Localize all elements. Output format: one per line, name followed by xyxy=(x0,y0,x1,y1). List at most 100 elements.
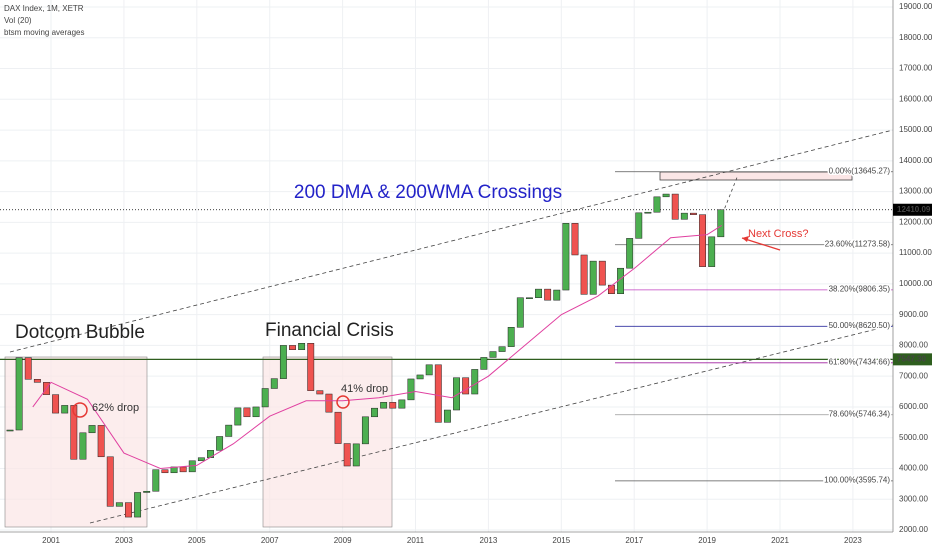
drop-circle xyxy=(72,402,88,418)
drop-circle xyxy=(336,395,350,409)
annotation: 41% drop xyxy=(341,383,388,395)
candle xyxy=(343,443,351,467)
x-tick-label: 2015 xyxy=(552,536,570,545)
candle xyxy=(289,345,296,350)
y-tick-label: 4000.00 xyxy=(899,464,928,473)
annotation: Next Cross? xyxy=(748,228,809,240)
y-tick-label: 3000.00 xyxy=(899,494,928,503)
crisis-box xyxy=(262,356,393,528)
x-tick-label: 2011 xyxy=(407,536,425,545)
y-tick-label: 7000.00 xyxy=(899,371,928,380)
candle xyxy=(143,490,151,493)
candle xyxy=(580,254,588,295)
candle xyxy=(161,469,169,474)
annotation: Financial Crisis xyxy=(265,320,394,341)
candle xyxy=(298,343,306,350)
candle xyxy=(15,357,23,431)
candle xyxy=(261,388,269,408)
annotation: 62% drop xyxy=(92,402,139,414)
candle xyxy=(88,425,96,434)
candle xyxy=(680,212,688,220)
channel-lower xyxy=(89,324,894,524)
candle xyxy=(225,424,233,437)
fib-label: 100.00%(3595.74) xyxy=(824,476,890,485)
candle xyxy=(690,212,697,215)
candle xyxy=(352,443,360,467)
x-tick-label: 2021 xyxy=(771,536,789,545)
fib-label: 23.60%(11273.58) xyxy=(825,239,891,248)
candle xyxy=(197,457,205,462)
candle xyxy=(498,346,506,352)
plot xyxy=(0,171,893,518)
fib-label: 38.20%(9806.35) xyxy=(829,284,891,293)
candle xyxy=(24,357,32,380)
candle xyxy=(480,357,488,370)
candle xyxy=(562,223,570,291)
y-tick-label: 6000.00 xyxy=(899,402,928,411)
x-tick-label: 2003 xyxy=(115,536,133,545)
candle xyxy=(52,394,60,414)
price-label: 7547.30 xyxy=(897,354,926,363)
y-tick-label: 11000.00 xyxy=(899,248,932,257)
y-tick-label: 2000.00 xyxy=(899,525,928,534)
candle xyxy=(607,284,615,294)
candle xyxy=(152,469,160,492)
candle xyxy=(525,297,533,299)
candle xyxy=(699,214,706,267)
candle xyxy=(443,409,451,423)
x-tick-label: 2019 xyxy=(698,536,716,545)
x-tick-label: 2013 xyxy=(480,536,498,545)
price-box xyxy=(893,203,932,216)
legend-line: btsm moving averages xyxy=(4,28,84,37)
y-tick-label: 16000.00 xyxy=(899,94,932,103)
fib-label: 78.60%(5746.34) xyxy=(829,409,891,418)
chart-title: 200 DMA & 200WMA Crossings xyxy=(294,182,562,203)
moving-average xyxy=(32,225,722,469)
candle xyxy=(516,297,524,328)
candle xyxy=(571,223,579,256)
candle xyxy=(252,406,260,418)
candle xyxy=(371,407,378,418)
legend-line: DAX Index, 1M, XETR xyxy=(4,4,84,13)
candle xyxy=(61,405,69,414)
x-tick-label: 2017 xyxy=(625,536,643,545)
fib-label: 61.80%(7434.66) xyxy=(829,357,891,366)
candle xyxy=(434,364,442,423)
y-tick-label: 9000.00 xyxy=(899,310,928,319)
y-tick-label: 13000.00 xyxy=(899,187,932,196)
candle xyxy=(207,450,214,458)
candle xyxy=(708,236,716,267)
candle xyxy=(598,260,606,286)
candle xyxy=(589,260,597,295)
candle xyxy=(216,436,224,451)
candle xyxy=(325,393,333,413)
candle xyxy=(671,193,679,220)
candle xyxy=(361,416,369,445)
x-tick-label: 2023 xyxy=(844,536,862,545)
y-tick-label: 12000.00 xyxy=(899,217,932,226)
candle xyxy=(6,429,14,432)
candle xyxy=(33,379,41,383)
candle xyxy=(115,502,123,507)
candle xyxy=(471,369,479,395)
price-label: 12410.09 xyxy=(897,205,931,214)
arrow-head xyxy=(742,236,749,242)
y-tick-label: 10000.00 xyxy=(899,279,932,288)
candle xyxy=(453,377,460,411)
y-tick-label: 15000.00 xyxy=(899,125,932,134)
candle xyxy=(662,193,670,198)
x-tick-label: 2007 xyxy=(261,536,279,545)
candle xyxy=(179,466,187,473)
annotation: Dotcom Bubble xyxy=(15,322,145,343)
y-tick-label: 18000.00 xyxy=(899,33,932,42)
fib-label: 0.00%(13645.27) xyxy=(829,166,891,175)
candle xyxy=(234,407,242,426)
candle xyxy=(626,238,634,269)
candle xyxy=(380,402,388,409)
candle xyxy=(425,364,433,376)
candle xyxy=(644,211,652,214)
candle xyxy=(106,456,114,507)
fib-label: 50.00%(8620.50) xyxy=(829,321,891,330)
candle xyxy=(334,411,342,444)
